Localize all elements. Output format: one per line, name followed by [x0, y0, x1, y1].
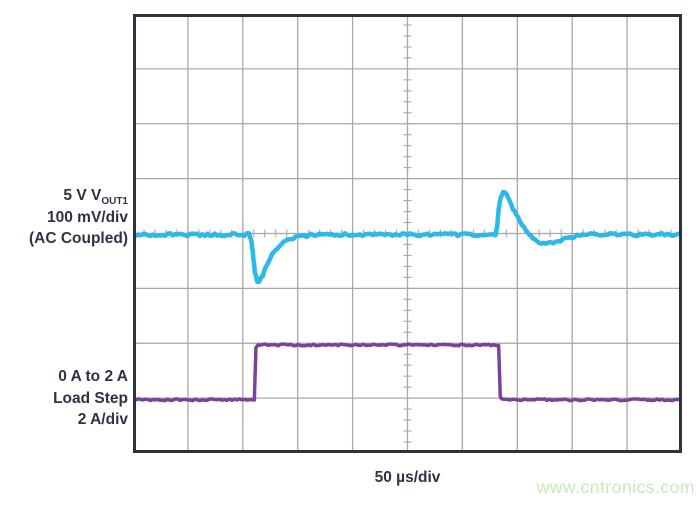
- vout1-label-main: 5 V V: [63, 187, 102, 204]
- vout1-label-line1: 5 V VOUT1: [29, 185, 128, 207]
- oscilloscope-plot: [133, 14, 682, 453]
- vout1-label-subscript: OUT1: [101, 196, 128, 208]
- watermark: www.cntronics.com: [536, 477, 695, 497]
- vout1-trace: [133, 189, 682, 284]
- vout1-label-scale: 100 mV/div: [47, 208, 128, 226]
- load-label-name: Load Step: [53, 389, 128, 407]
- load-step-channel-label: 0 A to 2 A Load Step 2 A/div: [53, 366, 128, 431]
- timebase-label: 50 µs/div: [374, 469, 441, 486]
- vout1-channel-label: 5 V VOUT1 100 mV/div (AC Coupled): [29, 185, 128, 250]
- load-label-range: 0 A to 2 A: [58, 368, 128, 385]
- graticule-border: [133, 14, 682, 453]
- load-label-scale: 2 A/div: [77, 411, 128, 428]
- vout1-label-coupling: (AC Coupled): [28, 230, 128, 247]
- load-step-trace: [133, 342, 682, 403]
